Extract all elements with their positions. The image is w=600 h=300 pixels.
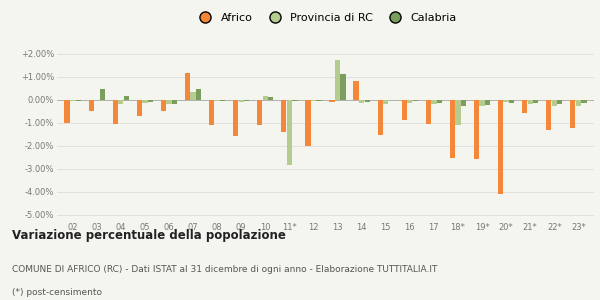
- Bar: [533, 100, 538, 103]
- Text: COMUNE DI AFRICO (RC) - Dati ISTAT al 31 dicembre di ogni anno - Elaborazione TU: COMUNE DI AFRICO (RC) - Dati ISTAT al 31…: [12, 266, 437, 274]
- Bar: [485, 100, 490, 105]
- Bar: [118, 100, 124, 104]
- Bar: [383, 100, 388, 104]
- Bar: [353, 81, 359, 100]
- Bar: [244, 100, 250, 101]
- Bar: [401, 100, 407, 120]
- Bar: [340, 74, 346, 100]
- Bar: [437, 100, 442, 103]
- Bar: [263, 96, 268, 100]
- Bar: [316, 100, 322, 101]
- Bar: [546, 100, 551, 130]
- Bar: [185, 73, 190, 100]
- Bar: [196, 89, 201, 100]
- Bar: [124, 96, 129, 100]
- Bar: [551, 100, 557, 106]
- Bar: [335, 60, 340, 100]
- Bar: [479, 100, 485, 106]
- Text: Variazione percentuale della popolazione: Variazione percentuale della popolazione: [12, 230, 286, 242]
- Bar: [461, 100, 466, 106]
- Bar: [209, 100, 214, 125]
- Bar: [575, 100, 581, 106]
- Bar: [503, 100, 509, 102]
- Bar: [311, 100, 316, 101]
- Bar: [377, 100, 383, 135]
- Bar: [281, 100, 286, 132]
- Bar: [148, 100, 153, 102]
- Bar: [581, 100, 587, 103]
- Bar: [329, 100, 335, 102]
- Bar: [305, 100, 311, 146]
- Bar: [137, 100, 142, 116]
- Bar: [166, 100, 172, 104]
- Bar: [268, 97, 274, 100]
- Bar: [527, 100, 533, 104]
- Bar: [287, 100, 292, 165]
- Bar: [100, 89, 105, 100]
- Bar: [474, 100, 479, 160]
- Bar: [450, 100, 455, 158]
- Bar: [220, 100, 226, 101]
- Bar: [172, 100, 177, 104]
- Bar: [407, 100, 412, 103]
- Bar: [522, 100, 527, 113]
- Bar: [509, 100, 514, 103]
- Bar: [425, 100, 431, 124]
- Bar: [570, 100, 575, 128]
- Bar: [190, 92, 196, 100]
- Bar: [359, 100, 364, 103]
- Text: (*) post-censimento: (*) post-censimento: [12, 288, 102, 297]
- Bar: [89, 100, 94, 111]
- Bar: [214, 100, 220, 101]
- Bar: [161, 100, 166, 111]
- Legend: Africo, Provincia di RC, Calabria: Africo, Provincia di RC, Calabria: [190, 8, 461, 27]
- Bar: [292, 100, 298, 101]
- Bar: [413, 100, 418, 101]
- Bar: [257, 100, 262, 125]
- Bar: [113, 100, 118, 124]
- Bar: [70, 100, 76, 101]
- Bar: [233, 100, 238, 136]
- Bar: [76, 100, 81, 101]
- Bar: [557, 100, 562, 104]
- Bar: [431, 100, 437, 104]
- Bar: [365, 100, 370, 102]
- Bar: [455, 100, 461, 125]
- Bar: [239, 100, 244, 102]
- Bar: [142, 100, 148, 103]
- Bar: [498, 100, 503, 194]
- Bar: [64, 100, 70, 123]
